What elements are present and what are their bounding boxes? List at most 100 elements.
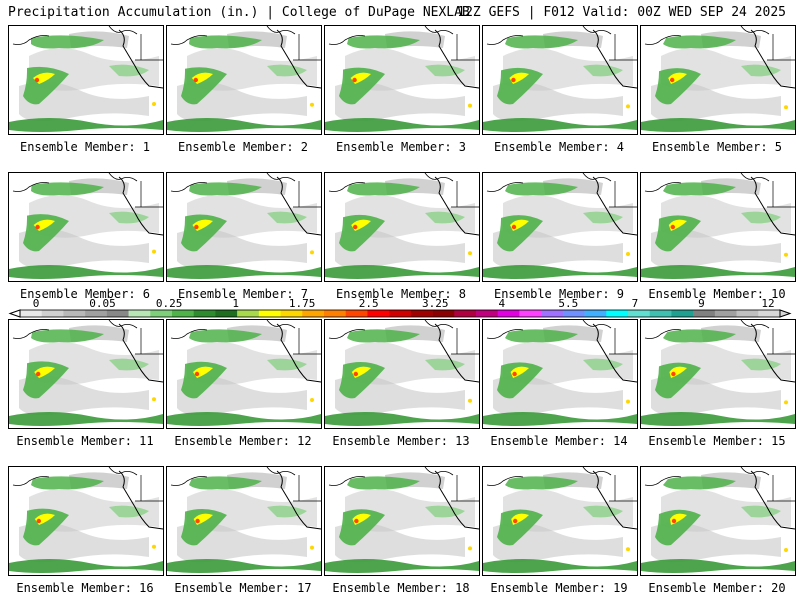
colorbar-segment — [237, 310, 260, 317]
panel-row: Ensemble Member: 16 Ensemble Member: 17 En… — [0, 466, 800, 601]
precip-map — [482, 319, 638, 429]
colorbar-tick-label: 3.25 — [422, 297, 449, 310]
panel-caption: Ensemble Member: 18 — [332, 581, 470, 595]
colorbar-segment — [258, 310, 281, 317]
colorbar-segment — [454, 310, 477, 317]
precip-map — [8, 172, 164, 282]
colorbar-tick-label: 4 — [499, 297, 506, 310]
colorbar-segment — [302, 310, 325, 317]
panel-caption: Ensemble Member: 19 — [490, 581, 628, 595]
panel-caption: Ensemble Member: 20 — [648, 581, 786, 595]
precip-map — [482, 466, 638, 576]
panel-caption: Ensemble Member: 9 — [493, 287, 625, 301]
panel-caption: Ensemble Member: 6 — [19, 287, 151, 301]
panel-caption: Ensemble Member: 10 — [648, 287, 786, 301]
ensemble-panel[interactable]: Ensemble Member: 5 — [638, 25, 796, 154]
colorbar-segment — [106, 310, 129, 317]
panel-caption: Ensemble Member: 15 — [648, 434, 786, 448]
precip-colorbar: 0 0.05 0.25 1 1.75 2.5 3.25 4 5.5 7 9 12 — [8, 297, 792, 318]
colorbar-segment — [172, 310, 195, 317]
panel-caption: Ensemble Member: 2 — [177, 140, 309, 154]
precip-map — [324, 319, 480, 429]
ensemble-panel[interactable]: Ensemble Member: 7 — [164, 172, 322, 301]
ensemble-panel[interactable]: Ensemble Member: 19 — [480, 466, 638, 595]
colorbar-segment — [41, 310, 64, 317]
precip-map — [8, 466, 164, 576]
ensemble-panel[interactable]: Ensemble Member: 14 — [480, 319, 638, 448]
panel-caption: Ensemble Member: 12 — [174, 434, 312, 448]
colorbar-segment — [541, 310, 564, 317]
colorbar-segment — [671, 310, 694, 317]
panel-caption: Ensemble Member: 14 — [490, 434, 628, 448]
colorbar-segment — [736, 310, 759, 317]
colorbar-segment — [714, 310, 737, 317]
precip-map — [166, 466, 322, 576]
ensemble-panel[interactable]: Ensemble Member: 18 — [322, 466, 480, 595]
panel-row: Ensemble Member: 1 Ensemble Member: 2 Ense… — [0, 25, 800, 160]
colorbar-tick-label: 0 — [33, 297, 40, 310]
ensemble-panel[interactable]: Ensemble Member: 6 — [6, 172, 164, 301]
precip-map — [8, 319, 164, 429]
colorbar-tick-label: 1.75 — [289, 297, 316, 310]
colorbar-tick-label: 0.05 — [89, 297, 116, 310]
colorbar-outline — [19, 309, 781, 318]
colorbar-segment — [432, 310, 455, 317]
colorbar-segment — [345, 310, 368, 317]
colorbar-segment — [63, 310, 86, 317]
ensemble-panel[interactable]: Ensemble Member: 17 — [164, 466, 322, 595]
ensemble-panel[interactable]: Ensemble Member: 10 — [638, 172, 796, 301]
colorbar-tick-label: 5.5 — [558, 297, 578, 310]
colorbar-segment — [410, 310, 433, 317]
ensemble-panel[interactable]: Ensemble Member: 9 — [480, 172, 638, 301]
precip-map — [640, 466, 796, 576]
precip-map — [166, 172, 322, 282]
ensemble-panel[interactable]: Ensemble Member: 20 — [638, 466, 796, 595]
panel-caption: Ensemble Member: 16 — [16, 581, 154, 595]
precip-map — [166, 319, 322, 429]
colorbar-segment — [280, 310, 303, 317]
colorbar-max-arrow — [779, 309, 792, 318]
colorbar-tick-label: 0.25 — [156, 297, 183, 310]
colorbar-segment — [584, 310, 607, 317]
ensemble-panel[interactable]: Ensemble Member: 16 — [6, 466, 164, 595]
panel-caption: Ensemble Member: 7 — [177, 287, 309, 301]
colorbar-segment — [215, 310, 238, 317]
colorbar-segment — [367, 310, 390, 317]
panel-row: Ensemble Member: 11 Ensemble Member: 12 En… — [0, 319, 800, 454]
colorbar-segment — [324, 310, 347, 317]
panel-caption: Ensemble Member: 3 — [335, 140, 467, 154]
ensemble-panel[interactable]: Ensemble Member: 1 — [6, 25, 164, 154]
precip-map — [324, 466, 480, 576]
colorbar-segment — [85, 310, 108, 317]
colorbar-segment — [476, 310, 499, 317]
colorbar-tick-label: 2.5 — [359, 297, 379, 310]
ensemble-panel[interactable]: Ensemble Member: 15 — [638, 319, 796, 448]
ensemble-panel[interactable]: Ensemble Member: 11 — [6, 319, 164, 448]
panel-caption: Ensemble Member: 1 — [19, 140, 151, 154]
colorbar-tick-label: 1 — [232, 297, 239, 310]
precip-map — [482, 25, 638, 135]
ensemble-panel[interactable]: Ensemble Member: 13 — [322, 319, 480, 448]
colorbar-min-arrow — [8, 309, 21, 318]
colorbar-segment — [20, 310, 43, 317]
ensemble-panel[interactable]: Ensemble Member: 8 — [322, 172, 480, 301]
precip-map — [640, 25, 796, 135]
panel-caption: Ensemble Member: 8 — [335, 287, 467, 301]
colorbar-tick-label: 7 — [632, 297, 639, 310]
colorbar-segment — [128, 310, 151, 317]
precip-map — [640, 319, 796, 429]
page-title: Precipitation Accumulation (in.) | Colle… — [8, 5, 470, 20]
ensemble-panel[interactable]: Ensemble Member: 2 — [164, 25, 322, 154]
precip-map — [166, 25, 322, 135]
colorbar-segment — [519, 310, 542, 317]
colorbar-segment — [497, 310, 520, 317]
panel-row: Ensemble Member: 6 Ensemble Member: 7 Ense… — [0, 172, 800, 307]
ensemble-panel[interactable]: Ensemble Member: 4 — [480, 25, 638, 154]
ensemble-panel[interactable]: Ensemble Member: 12 — [164, 319, 322, 448]
model-run-info: 12Z GEFS | F012 Valid: 00Z WED SEP 24 20… — [457, 5, 786, 20]
colorbar-segment — [649, 310, 672, 317]
ensemble-panel[interactable]: Ensemble Member: 3 — [322, 25, 480, 154]
panel-caption: Ensemble Member: 17 — [174, 581, 312, 595]
precip-map — [640, 172, 796, 282]
colorbar-segment — [193, 310, 216, 317]
